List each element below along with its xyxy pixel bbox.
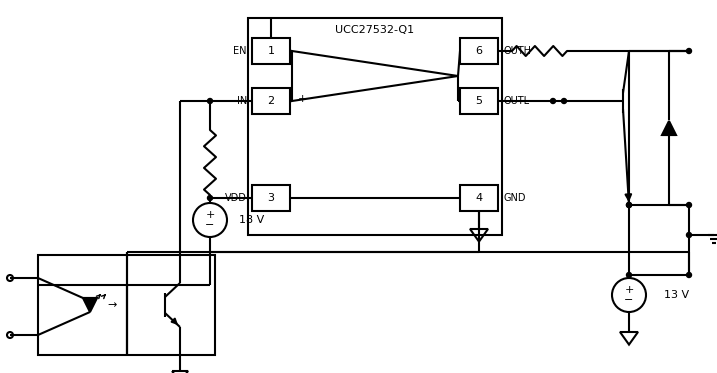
Circle shape xyxy=(551,98,556,103)
Circle shape xyxy=(686,273,691,278)
Text: VDD: VDD xyxy=(225,193,247,203)
Text: 1: 1 xyxy=(267,46,275,56)
Text: 6: 6 xyxy=(475,46,483,56)
Bar xyxy=(38,255,215,355)
Circle shape xyxy=(686,203,691,207)
Bar xyxy=(252,185,290,211)
Circle shape xyxy=(561,98,566,103)
Circle shape xyxy=(627,273,632,278)
Text: 3: 3 xyxy=(267,193,275,203)
Circle shape xyxy=(686,48,691,53)
Text: 2: 2 xyxy=(267,96,275,106)
Text: +: + xyxy=(205,210,214,220)
Text: OUTL: OUTL xyxy=(503,96,529,106)
Polygon shape xyxy=(662,121,676,135)
Bar xyxy=(248,18,502,235)
Text: −: − xyxy=(205,220,214,230)
Circle shape xyxy=(207,195,212,201)
Circle shape xyxy=(686,232,691,238)
Bar xyxy=(460,88,498,114)
Text: −: − xyxy=(298,48,307,58)
Circle shape xyxy=(627,203,632,207)
Text: 13 V: 13 V xyxy=(664,290,689,300)
Text: OUTH: OUTH xyxy=(503,46,531,56)
Bar xyxy=(252,88,290,114)
Bar xyxy=(460,185,498,211)
Bar xyxy=(252,38,290,64)
Text: 18 V: 18 V xyxy=(239,215,265,225)
Text: −: − xyxy=(625,295,634,305)
Text: 4: 4 xyxy=(475,193,483,203)
Text: 5: 5 xyxy=(475,96,483,106)
Bar xyxy=(460,38,498,64)
Text: GND: GND xyxy=(503,193,526,203)
Polygon shape xyxy=(83,298,97,312)
Text: EN: EN xyxy=(234,46,247,56)
Circle shape xyxy=(207,98,212,103)
Text: IN: IN xyxy=(237,96,247,106)
Text: +: + xyxy=(298,94,307,104)
Text: +: + xyxy=(625,285,634,295)
Circle shape xyxy=(627,203,632,207)
Text: UCC27532-Q1: UCC27532-Q1 xyxy=(336,25,414,35)
Text: →: → xyxy=(108,300,117,310)
